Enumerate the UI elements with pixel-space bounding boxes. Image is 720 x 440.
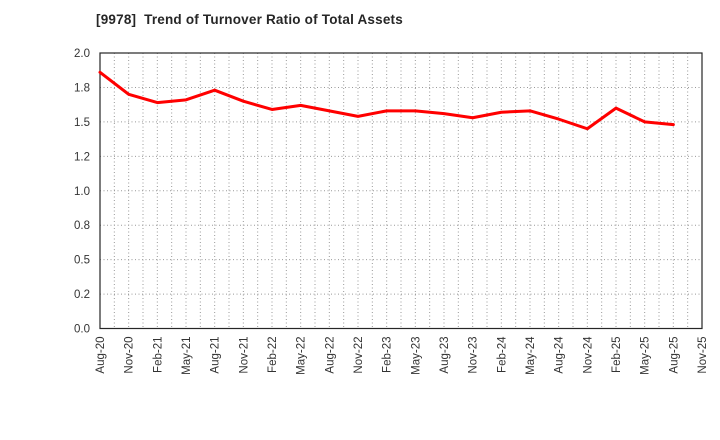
y-tick-label: 1.8	[74, 82, 90, 94]
y-tick-label: 0.5	[74, 255, 90, 267]
y-tick-label: 0.8	[74, 220, 90, 232]
x-tick-label: Nov-23	[468, 337, 480, 374]
x-tick-label: Nov-24	[582, 336, 594, 374]
y-tick-label: 2.0	[74, 48, 90, 60]
y-tick-label: 1.5	[74, 117, 90, 129]
chart-title: [9978] Trend of Turnover Ratio of Total …	[96, 12, 403, 27]
x-tick-label: May-25	[640, 337, 652, 375]
x-tick-label: May-23	[410, 337, 422, 375]
x-tick-label: Aug-20	[95, 337, 107, 374]
x-tick-label: May-21	[181, 337, 193, 375]
y-axis-labels: 0.0 0.2 0.5 0.8 1.0 1.2 1.5 1.8 2.0	[74, 48, 90, 336]
x-tick-label: Aug-21	[210, 337, 222, 374]
y-tick-label: 1.0	[74, 186, 90, 198]
series-line	[98, 70, 675, 131]
x-tick-label: Nov-25	[697, 337, 709, 374]
x-tick-label: May-24	[525, 336, 537, 375]
x-tick-label: Feb-24	[496, 336, 508, 373]
x-tick-label: Aug-25	[668, 337, 680, 374]
x-tick-label: Aug-24	[554, 336, 566, 374]
x-tick-label: Nov-21	[238, 337, 250, 374]
y-tick-label: 1.2	[74, 151, 90, 163]
y-tick-label: 0.2	[74, 289, 90, 301]
x-tick-label: May-22	[296, 337, 308, 375]
x-axis-labels: Aug-20 Nov-20 Feb-21 May-21 Aug-21 Nov-21 Feb-…	[95, 336, 709, 375]
x-tick-label: Feb-23	[382, 337, 394, 373]
gridlines	[100, 53, 702, 329]
y-tick-label: 0.0	[74, 324, 90, 336]
x-tick-label: Feb-21	[152, 337, 164, 373]
x-tick-label: Aug-23	[439, 337, 451, 374]
x-tick-label: Feb-25	[611, 337, 623, 373]
x-tick-label: Nov-22	[353, 337, 365, 374]
x-tick-label: Feb-22	[267, 337, 279, 373]
x-tick-label: Aug-22	[324, 337, 336, 374]
plot-border	[99, 52, 703, 330]
x-tick-label: Nov-20	[124, 337, 136, 374]
